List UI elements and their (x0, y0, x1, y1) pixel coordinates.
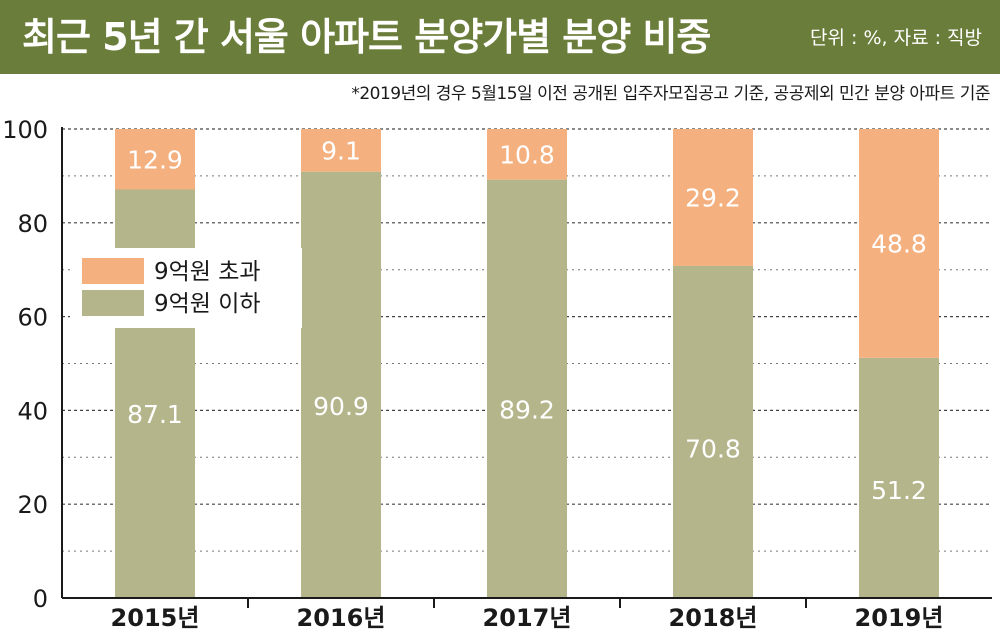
data-label: 70.8 (685, 435, 741, 464)
bar-segment (673, 265, 753, 598)
legend-swatch (82, 290, 144, 316)
bars: 87.1 12.9 90.9 9.1 89.2 10.8 70.8 29.2 51.2 48.8 (115, 129, 939, 599)
data-label: 90.9 (313, 392, 369, 421)
legend: 9억원 초과 9억원 이하 (70, 248, 302, 328)
bar-segment (487, 179, 567, 599)
bar-segment (487, 129, 567, 180)
y-tick-label: 60 (17, 304, 48, 332)
unit-source-label: 단위 : %, 자료 : 직방 (810, 27, 982, 49)
y-tick-label: 0 (33, 585, 48, 613)
data-label: 48.8 (871, 229, 927, 258)
footnote: *2019년의 경우 5월15일 이전 공개된 입주자모집공고 기준, 공공제외… (351, 84, 990, 104)
x-tick-label: 2015년 (111, 604, 200, 631)
x-tick-label: 2019년 (855, 604, 944, 631)
chart-title: 최근 5년 간 서울 아파트 분양가별 분양 비중 (22, 15, 711, 59)
axes: 0 20 40 60 80 100 2015년 2016년 2017년 2018년 2019년 (2, 116, 992, 631)
legend-swatch (82, 258, 144, 284)
x-tick-label: 2016년 (297, 604, 386, 631)
data-label: 10.8 (499, 140, 555, 169)
legend-label: 9억원 초과 (154, 259, 261, 285)
y-tick-label: 20 (17, 491, 48, 519)
data-label: 87.1 (127, 400, 183, 429)
y-tick-label: 40 (17, 397, 48, 425)
data-label: 9.1 (321, 136, 361, 165)
y-tick-label: 80 (17, 210, 48, 238)
x-tick-label: 2018년 (669, 604, 758, 631)
data-label: 12.9 (127, 145, 183, 174)
bar-segment (301, 129, 381, 172)
data-label: 51.2 (871, 476, 927, 505)
bar-segment (115, 129, 195, 190)
bar-segment (673, 129, 753, 266)
data-label: 29.2 (685, 183, 741, 212)
y-tick-label: 100 (2, 116, 48, 144)
data-label: 89.2 (499, 396, 555, 425)
x-tick-label: 2017년 (483, 604, 572, 631)
bar-segment (859, 357, 939, 598)
bar-segment (859, 129, 939, 358)
title-banner: 최근 5년 간 서울 아파트 분양가별 분양 비중 단위 : %, 자료 : 직… (0, 0, 1000, 74)
legend-label: 9억원 이하 (154, 291, 261, 317)
bar-segment (301, 171, 381, 598)
